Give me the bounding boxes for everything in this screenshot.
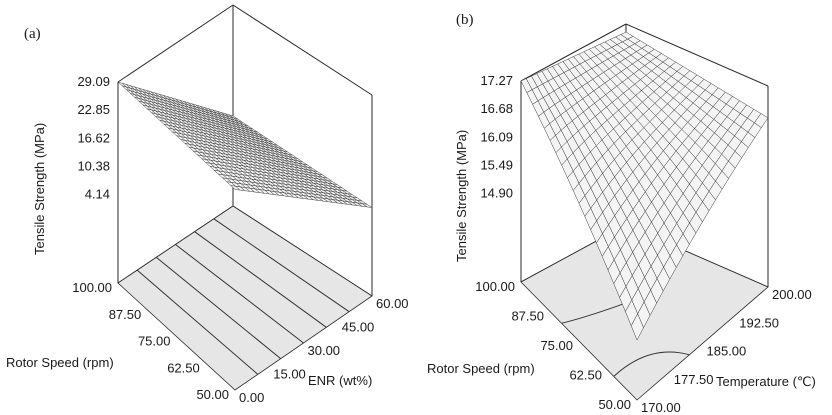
a-x-tick-label: 15.00 bbox=[273, 367, 306, 382]
a-x-tick-label: 45.00 bbox=[342, 320, 375, 335]
a-z-tick-label: 29.09 bbox=[77, 74, 110, 89]
b-z-tick-label: 15.49 bbox=[480, 157, 513, 172]
a-x-tick-label: 30.00 bbox=[308, 343, 341, 358]
a-y-tick-label: 87.50 bbox=[109, 307, 142, 322]
a-z-tick-label: 10.38 bbox=[77, 158, 110, 173]
a-floor-contour bbox=[136, 269, 259, 375]
b-x-tick-label: 192.50 bbox=[739, 315, 779, 330]
a-floor-contour bbox=[156, 256, 281, 360]
b-floor-contour bbox=[613, 351, 690, 377]
b-x-tick-label: 177.50 bbox=[674, 372, 714, 387]
b-y-tick-label: 62.50 bbox=[569, 368, 602, 383]
a-floor-contour bbox=[194, 231, 327, 328]
a-frame-edge bbox=[117, 4, 234, 83]
a-surface-mesh bbox=[117, 81, 373, 208]
b-x-tick-label: 170.00 bbox=[641, 400, 681, 415]
panel-a-z-axis-title: Tensile Strength (MPa) bbox=[32, 123, 47, 255]
a-y-tick-label: 62.50 bbox=[167, 360, 200, 375]
a-z-tick-label: 22.85 bbox=[77, 102, 110, 117]
a-surface-cell bbox=[362, 203, 373, 208]
b-y-tick-label: 100.00 bbox=[475, 279, 515, 294]
b-y-tick-label: 75.00 bbox=[540, 338, 573, 353]
panel-a-chart: (a) Tensile Strength (MPa) Rotor Speed (… bbox=[6, 4, 409, 405]
panel-b-y-axis-title: Rotor Speed (rpm) bbox=[427, 361, 535, 376]
b-frame-edge bbox=[625, 23, 769, 87]
a-floor-contour bbox=[213, 218, 350, 313]
b-y-tick-label: 50.00 bbox=[598, 397, 631, 412]
b-x-tick-label: 200.00 bbox=[772, 287, 812, 302]
b-z-tick-label: 16.09 bbox=[480, 129, 513, 144]
panel-b-chart: (b) Tensile Strength (MPa) Rotor Speed (… bbox=[427, 12, 816, 415]
a-y-tick-label: 75.00 bbox=[138, 334, 171, 349]
panel-b-z-axis-title: Tensile Strength (MPa) bbox=[454, 130, 469, 262]
b-x-tick-label: 185.00 bbox=[707, 344, 747, 359]
b-surface-mesh bbox=[520, 31, 769, 341]
panel-a-x-axis-title: ENR (wt%) bbox=[308, 373, 372, 388]
panel-a-y-axis-title: Rotor Speed (rpm) bbox=[6, 355, 114, 370]
b-y-tick-label: 87.50 bbox=[511, 309, 544, 324]
panel-a-letter: (a) bbox=[24, 26, 41, 42]
a-floor-contour bbox=[175, 244, 304, 344]
a-x-tick-label: 60.00 bbox=[376, 296, 409, 311]
a-frame-edge bbox=[232, 4, 373, 96]
b-z-tick-label: 16.68 bbox=[480, 101, 513, 116]
a-z-tick-label: 4.14 bbox=[85, 187, 110, 202]
b-z-tick-label: 17.27 bbox=[480, 73, 513, 88]
panel-b-letter: (b) bbox=[456, 12, 474, 28]
panel-b-x-axis-title: Temperature (℃) bbox=[716, 374, 816, 389]
b-z-tick-label: 14.90 bbox=[480, 186, 513, 201]
a-x-tick-label: 0.00 bbox=[239, 390, 264, 405]
a-y-tick-label: 50.00 bbox=[196, 387, 229, 402]
a-y-tick-label: 100.00 bbox=[72, 280, 112, 295]
a-z-tick-label: 16.62 bbox=[77, 130, 110, 145]
b-surface-cell bbox=[754, 113, 769, 128]
b-frame-edge bbox=[520, 23, 627, 82]
